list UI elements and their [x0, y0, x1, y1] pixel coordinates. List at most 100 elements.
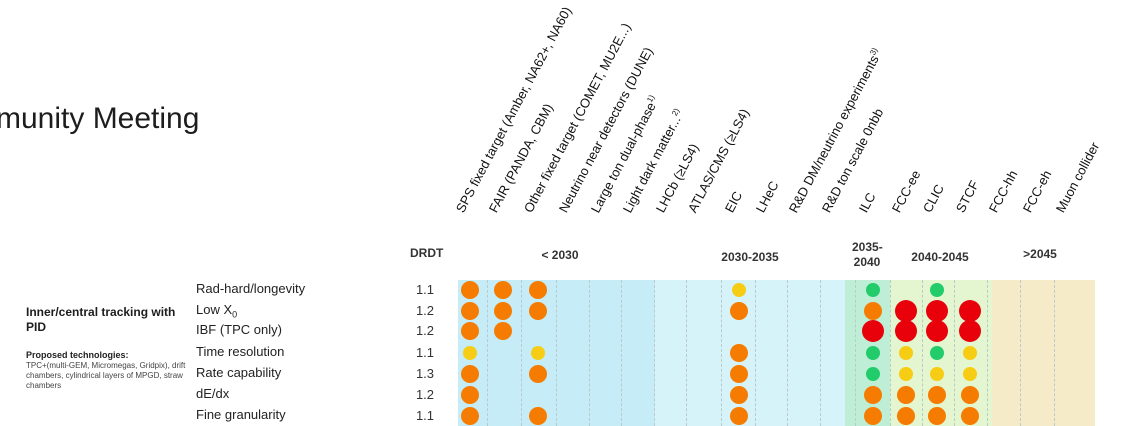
rating-dot-orange [864, 302, 882, 320]
experiment-label: CLIC [919, 181, 947, 215]
rating-dot-orange [928, 386, 946, 404]
experiment-label: FCC-ee [888, 167, 924, 215]
rating-dot-orange [730, 302, 748, 320]
row-label-text: Fine granularity [196, 407, 286, 422]
experiment-header: Muon collider [1053, 140, 1103, 215]
row-label-text: Low X [196, 302, 233, 317]
experiment-label: ILC [855, 190, 879, 215]
column-divider [755, 280, 756, 426]
row-label-text: Rad-hard/longevity [196, 281, 306, 296]
rating-dot-orange [897, 386, 915, 404]
rating-dot-red [895, 320, 917, 342]
column-divider [654, 280, 655, 426]
period-label: 2030-2035 [721, 250, 779, 264]
row-label-text: dE/dx [196, 386, 230, 401]
rating-dot-orange [961, 386, 979, 404]
column-divider [954, 280, 955, 426]
row-label: dE/dx [196, 386, 229, 401]
rating-dot-red [959, 320, 981, 342]
experiment-label: FCC-eh [1019, 167, 1055, 215]
drdt-value: 1.1 [415, 282, 435, 297]
period-label: 2040-2045 [911, 250, 969, 264]
row-label: Time resolution [196, 344, 284, 359]
column-divider [890, 280, 891, 426]
column-divider [820, 280, 821, 426]
experiment-header: LHeC [753, 179, 782, 215]
rating-dot-green [930, 346, 944, 360]
period-band [655, 280, 845, 426]
experiment-label: STCF [952, 177, 982, 215]
rating-dot-green [930, 283, 944, 297]
page-title: munity Meeting [0, 102, 200, 135]
column-divider [686, 280, 687, 426]
rating-dot-orange [961, 407, 979, 425]
rating-dot-green [866, 346, 880, 360]
rating-dot-orange [730, 386, 748, 404]
drdt-value: 1.3 [415, 366, 435, 381]
column-divider [787, 280, 788, 426]
rating-dot-red [895, 300, 917, 322]
rating-dot-green [866, 367, 880, 381]
rating-dot-orange [461, 386, 479, 404]
row-label: Fine granularity [196, 407, 286, 422]
experiment-header: FCC-hh [986, 168, 1021, 215]
column-divider [621, 280, 622, 426]
column-divider [487, 280, 488, 426]
experiment-label: LHeC [752, 178, 782, 215]
experiment-label: EIC [721, 188, 746, 215]
rating-dot-orange [494, 302, 512, 320]
drdt-value: 1.2 [415, 323, 435, 338]
row-label-subscript: 0 [232, 309, 238, 320]
period-label: < 2030 [541, 248, 579, 262]
experiment-header: FCC-eh [1020, 168, 1055, 215]
rating-dot-red [926, 300, 948, 322]
drdt-value: 1.1 [415, 345, 435, 360]
column-divider [855, 280, 856, 426]
rating-dot-orange [494, 281, 512, 299]
experiment-header: ILC [856, 190, 879, 215]
tech-title: Proposed technologies: [26, 350, 129, 360]
rating-dot-orange [730, 344, 748, 362]
rating-dot-orange [730, 365, 748, 383]
rating-dot-yellow [963, 367, 977, 381]
column-divider [1054, 280, 1055, 426]
row-label: Rate capability [196, 365, 281, 380]
rating-dot-red [862, 320, 884, 342]
rating-dot-orange [864, 407, 882, 425]
rating-dot-orange [897, 407, 915, 425]
experiment-label: Muon collider [1052, 139, 1103, 215]
drdt-value: 1.2 [415, 387, 435, 402]
column-divider [1020, 280, 1021, 426]
rating-dot-orange [461, 322, 479, 340]
rating-dot-orange [864, 386, 882, 404]
rating-dot-yellow [899, 367, 913, 381]
column-divider [521, 280, 522, 426]
row-label-text: Rate capability [196, 365, 282, 380]
column-divider [556, 280, 557, 426]
rating-dot-orange [461, 407, 479, 425]
rating-dot-yellow [463, 346, 477, 360]
rating-dot-orange [461, 365, 479, 383]
rating-dot-yellow [930, 367, 944, 381]
rating-dot-yellow [899, 346, 913, 360]
rating-dot-orange [461, 281, 479, 299]
rating-dot-orange [529, 281, 547, 299]
rating-dot-orange [529, 302, 547, 320]
column-divider [721, 280, 722, 426]
rating-dot-red [959, 300, 981, 322]
group-title: Inner/central tracking with PID [26, 305, 176, 334]
period-band [992, 280, 1095, 426]
drdt-value: 1.2 [415, 303, 435, 318]
row-label: Low X0 [196, 302, 237, 320]
rating-dot-green [866, 283, 880, 297]
column-divider [589, 280, 590, 426]
experiment-header: STCF [953, 178, 982, 215]
drdt-header: DRDT [410, 246, 444, 260]
column-divider [987, 280, 988, 426]
row-label: IBF (TPC only) [196, 322, 282, 337]
rating-dot-orange [461, 302, 479, 320]
period-label: 2035-2040 [852, 240, 883, 269]
row-label-text: Time resolution [196, 344, 285, 359]
rating-dot-orange [529, 365, 547, 383]
row-label: Rad-hard/longevity [196, 281, 305, 296]
